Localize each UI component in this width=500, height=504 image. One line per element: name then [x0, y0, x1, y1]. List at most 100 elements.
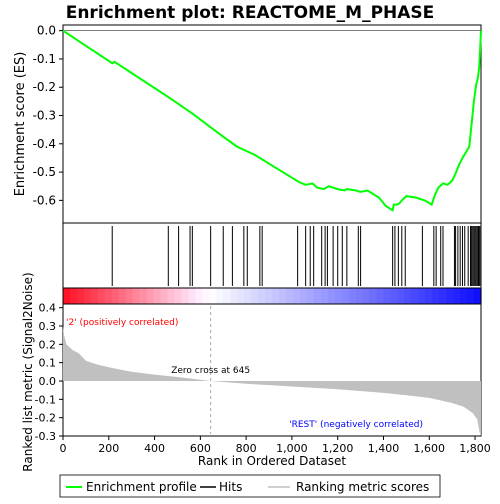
colorbar-segment: [209, 288, 217, 304]
colorbar-segment: [369, 288, 378, 304]
colorbar-segment: [63, 288, 71, 304]
colorbar-segment: [418, 288, 426, 304]
enrichment-profile-line: [62, 29, 482, 212]
colorbar-segment: [237, 288, 245, 304]
colorbar-segment: [97, 288, 106, 304]
colorbar-segment: [292, 288, 301, 304]
zero-cross-label: Zero cross at 645: [171, 366, 250, 376]
colorbar-segment: [223, 288, 231, 304]
colorbar-segment: [104, 288, 113, 304]
hits-panel-frame: [62, 222, 482, 290]
colorbar-segment: [174, 288, 183, 304]
metric-y-tick-label: 0.0: [39, 375, 57, 388]
colorbar-segment: [313, 288, 322, 304]
colorbar-segment: [383, 288, 392, 304]
legend-box: [59, 474, 441, 498]
colorbar-segment: [230, 288, 238, 304]
colorbar-segment: [188, 288, 196, 304]
metric-y-tick-label: 0.2: [39, 338, 57, 351]
legend-metric-label: Ranking metric scores: [296, 480, 429, 494]
colorbar-segment: [390, 288, 398, 304]
colorbar-segment: [439, 288, 447, 304]
colorbar-segment: [376, 288, 385, 304]
colorbar-segment: [265, 288, 273, 304]
x-axis-label: Rank in Ordered Dataset: [198, 454, 346, 468]
metric-y-tick-label: 0.1: [39, 357, 57, 370]
colorbar-segment: [90, 288, 99, 304]
es-y-tick-label: -0.6: [33, 193, 56, 207]
colorbar-segment: [153, 288, 162, 304]
colorbar-segment: [425, 288, 433, 304]
colorbar-segment: [195, 288, 203, 304]
es-y-tick-label: -0.4: [33, 137, 56, 151]
colorbar-segment: [341, 288, 350, 304]
colorbar-segment: [285, 288, 294, 304]
colorbar-segment: [76, 288, 85, 304]
colorbar-segment: [306, 288, 315, 304]
colorbar-segment: [432, 288, 440, 304]
x-tick-label: 0: [60, 442, 67, 455]
colorbar-segment: [446, 288, 454, 304]
colorbar-segment: [244, 288, 252, 304]
x-tick-label: 600: [190, 442, 211, 455]
colorbar-segment: [146, 288, 155, 304]
colorbar-segment: [132, 288, 141, 304]
colorbar-segment: [404, 288, 412, 304]
colorbar-segment: [111, 288, 120, 304]
pos-correlated-label: '2' (positively correlated): [66, 318, 178, 328]
es-panel-frame: [62, 24, 482, 224]
legend-hits-label: Hits: [219, 480, 242, 494]
es-y-axis-label: Enrichment score (ES): [13, 52, 28, 197]
colorbar-segment: [453, 288, 461, 304]
colorbar-segment: [348, 288, 357, 304]
colorbar-segment: [467, 288, 475, 304]
colorbar-segment: [139, 288, 148, 304]
es-y-tick-label: -0.5: [33, 165, 56, 179]
es-y-tick-label: -0.3: [33, 109, 56, 123]
metric-y-tick-label: -0.2: [35, 412, 56, 425]
neg-correlated-label: 'REST' (negatively correlated): [289, 420, 423, 430]
metric-y-tick-label: -0.1: [35, 393, 56, 406]
colorbar-segment: [258, 288, 266, 304]
colorbar-segment: [362, 288, 371, 304]
chart-title: Enrichment plot: REACTOME_M_PHASE: [66, 3, 435, 23]
x-tick-label: 800: [236, 442, 257, 455]
colorbar-segment: [125, 288, 134, 304]
x-tick-label: 1,800: [459, 442, 491, 455]
colorbar-segment: [160, 288, 169, 304]
colorbar-segment: [69, 288, 78, 304]
colorbar-segment: [118, 288, 127, 304]
x-tick-label: 1,600: [414, 442, 446, 455]
colorbar-segment: [202, 288, 210, 304]
colorbar-segment: [216, 288, 224, 304]
x-tick-label: 200: [98, 442, 119, 455]
colorbar-segment: [299, 288, 308, 304]
metric-y-axis-label: Ranked list metric (Signal2Noise): [21, 272, 35, 471]
colorbar-segment: [272, 288, 280, 304]
colorbar-segment: [411, 288, 419, 304]
colorbar-segment: [460, 288, 468, 304]
es-y-tick-label: -0.1: [33, 52, 56, 66]
legend-enrichment-label: Enrichment profile: [86, 480, 197, 494]
colorbar-segment: [397, 288, 405, 304]
metric-y-tick-label: -0.3: [35, 430, 56, 443]
colorbar-segment: [251, 288, 259, 304]
colorbar-segment: [327, 288, 336, 304]
x-tick-label: 1,000: [276, 442, 308, 455]
ranking-metric-area: [63, 326, 481, 436]
colorbar-segment: [474, 288, 482, 304]
x-tick-label: 400: [144, 442, 165, 455]
colorbar-segment: [334, 288, 343, 304]
es-y-tick-label: 0.0: [37, 24, 56, 38]
colorbar-segment: [181, 288, 189, 304]
es-y-tick-label: -0.2: [33, 80, 56, 94]
colorbar-segment: [83, 288, 92, 304]
x-tick-label: 1,200: [322, 442, 354, 455]
colorbar-segment: [167, 288, 176, 304]
colorbar-segment: [278, 288, 287, 304]
metric-y-tick-label: 0.4: [39, 302, 57, 315]
colorbar-segment: [355, 288, 364, 304]
x-tick-label: 1,400: [368, 442, 400, 455]
